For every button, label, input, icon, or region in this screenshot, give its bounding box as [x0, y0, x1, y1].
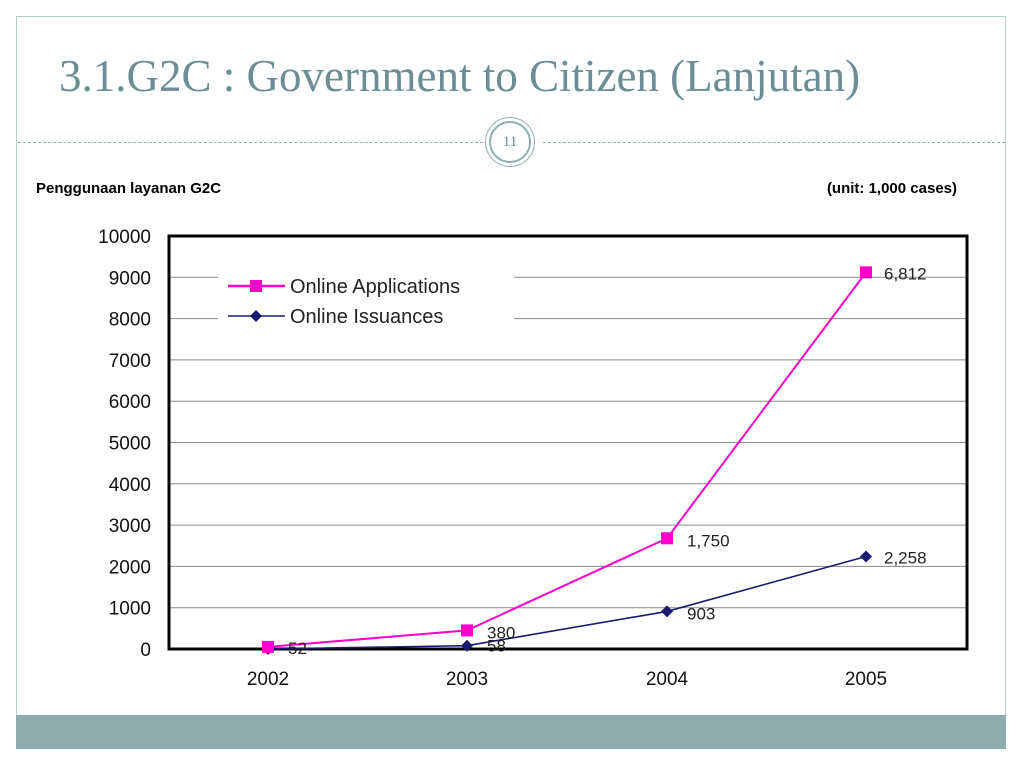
legend-marker — [250, 280, 262, 292]
y-tick-label: 4000 — [109, 475, 151, 496]
data-point — [262, 640, 274, 653]
title-divider-right — [543, 142, 1005, 143]
data-point — [860, 266, 872, 279]
data-point — [661, 605, 673, 618]
legend-label: Online Issuances — [290, 306, 443, 328]
data-label: 380 — [487, 623, 515, 642]
x-tick-label: 2005 — [845, 669, 887, 690]
legend: Online Applications Online Issuances — [218, 268, 514, 328]
series — [262, 266, 872, 655]
x-tick-label: 2003 — [446, 669, 488, 690]
data-labels: 52 380 1,750 6,812 58 903 2,258 — [288, 264, 927, 658]
y-tick-label: 1000 — [109, 599, 151, 620]
plot-area-border — [167, 234, 969, 651]
slide-title: 3.1.G2C : Government to Citizen (Lanjuta… — [59, 51, 861, 101]
data-label: 903 — [687, 604, 715, 623]
data-label: 6,812 — [884, 264, 927, 283]
y-tick-label: 6000 — [109, 392, 151, 413]
y-tick-label: 0 — [140, 640, 151, 661]
chart-unit-label: (unit: 1,000 cases) — [827, 180, 957, 197]
data-point — [461, 624, 473, 637]
data-point — [860, 550, 872, 563]
y-tick-label: 7000 — [109, 351, 151, 372]
slide-number-badge: 11 — [485, 117, 535, 167]
series-line — [267, 555, 867, 650]
x-tick-label: 2004 — [646, 669, 689, 690]
y-tick-label: 5000 — [109, 434, 151, 455]
series-line — [267, 271, 867, 648]
title-divider-left — [18, 142, 483, 143]
y-tick-label: 10000 — [98, 227, 151, 248]
data-label: 2,258 — [884, 548, 927, 567]
x-tick-label: 2002 — [247, 669, 289, 690]
axes: 0 1000 2000 3000 4000 5000 6000 7000 8000 9000 100… — [98, 227, 969, 690]
data-label: 58 — [487, 637, 506, 656]
data-label: 52 — [288, 639, 307, 658]
y-tick-label: 2000 — [109, 557, 151, 578]
slide-number: 11 — [489, 121, 531, 163]
chart-title: Penggunaan layanan G2C — [36, 180, 221, 197]
y-tick-label: 8000 — [109, 310, 151, 331]
data-point — [461, 639, 473, 652]
data-point — [661, 532, 673, 545]
grid-lines — [169, 276, 967, 609]
data-label: 1,750 — [687, 531, 730, 550]
legend-label: Online Applications — [290, 276, 460, 298]
y-tick-label: 9000 — [109, 268, 151, 289]
y-tick-label: 3000 — [109, 516, 151, 537]
legend-marker — [250, 310, 262, 322]
footer-bar — [16, 715, 1006, 749]
